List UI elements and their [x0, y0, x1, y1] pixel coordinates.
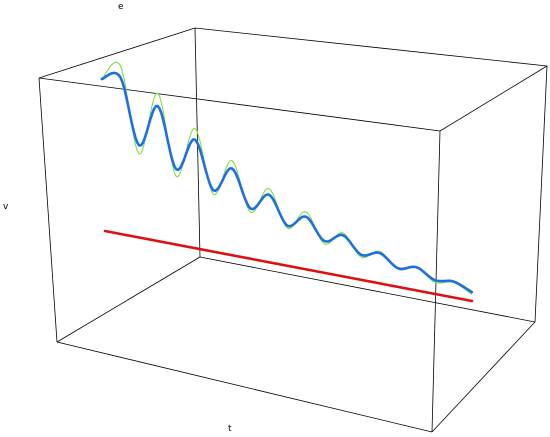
- box-edge-front-left: [38, 77, 58, 343]
- box-edge-top-right: [439, 65, 548, 132]
- bounding-box: [38, 27, 548, 433]
- box-edge-back-top: [194, 27, 548, 67]
- box-edge-top-left: [38, 27, 196, 79]
- box-edge-back-bottom: [199, 256, 536, 323]
- box-edge-back-right: [534, 65, 548, 323]
- axis-label-v: v: [3, 202, 9, 212]
- curves: [100, 61, 474, 303]
- series-line-2: [100, 71, 474, 294]
- box-edge-bottom-right: [431, 321, 536, 433]
- box-edge-bottom-left: [56, 256, 201, 343]
- series-line-3: [103, 229, 474, 303]
- series-line-1: [101, 61, 473, 295]
- axis-label-t: t: [228, 424, 232, 434]
- axis-label-e: e: [118, 2, 124, 12]
- box-edge-front-bottom: [56, 341, 433, 433]
- box-edge-front-top: [38, 77, 441, 132]
